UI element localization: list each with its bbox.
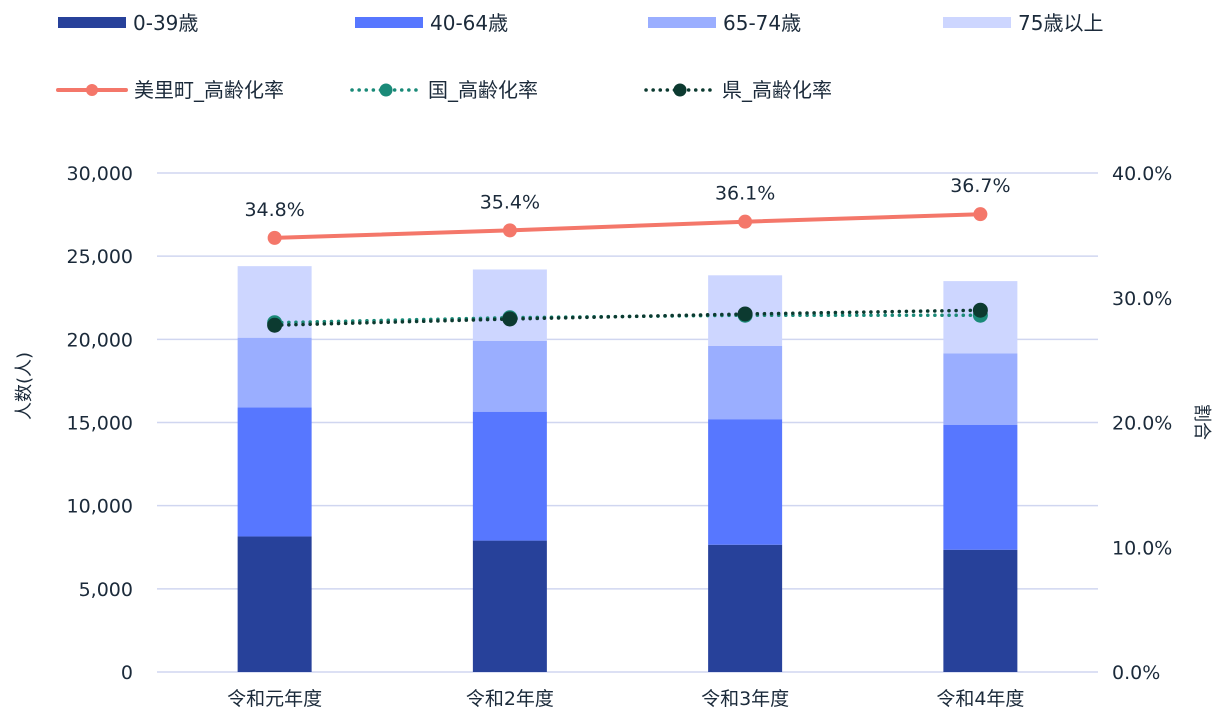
bar-segment-1 <box>708 544 783 672</box>
legend-label: 国_高齢化率 <box>428 78 538 102</box>
series-point-1 <box>267 230 282 245</box>
bar-segment-1 <box>472 540 547 672</box>
legend-swatch-2 <box>355 17 423 28</box>
y-right-axis-title: 割合 <box>1191 404 1212 440</box>
series-point-3 <box>737 306 753 322</box>
y-left-tick-label: 30,000 <box>67 163 133 185</box>
y-left-tick-label: 25,000 <box>67 246 133 268</box>
legend-label: 美里町_高齢化率 <box>134 78 284 102</box>
y-left-axis-title: 人数(人) <box>14 352 35 420</box>
series-line-1 <box>272 212 983 240</box>
bar-segment-3 <box>943 353 1018 425</box>
y-left-tick-label: 5,000 <box>79 579 133 601</box>
y-left-tick-label: 15,000 <box>67 413 133 435</box>
bar-segment-2 <box>708 419 783 545</box>
series-line-2 <box>272 313 983 325</box>
series-point-1 <box>738 214 753 229</box>
x-tick-label: 令和元年度 <box>227 688 322 710</box>
bar-segment-3 <box>708 345 783 420</box>
bar-segment-1 <box>237 536 312 672</box>
y-right-tick-label: 20.0% <box>1112 413 1172 435</box>
data-label: 35.4% <box>480 191 540 213</box>
legend-label: 75歳以上 <box>1018 11 1103 35</box>
series-point-3 <box>502 311 518 327</box>
y-left-tick-label: 20,000 <box>67 329 133 351</box>
y-left-tick-label: 0 <box>121 662 133 684</box>
x-tick-label: 令和3年度 <box>701 688 789 710</box>
series-line-3 <box>272 308 983 327</box>
legend-marker-3 <box>673 83 687 97</box>
legend-swatch-1 <box>58 17 126 28</box>
legend-swatch-4 <box>943 17 1011 28</box>
bar-segment-3 <box>237 337 312 408</box>
x-tick-label: 令和2年度 <box>466 688 554 710</box>
bar-segment-2 <box>472 411 547 541</box>
series-point-1 <box>502 223 517 238</box>
legend-label: 0-39歳 <box>133 11 198 35</box>
bar-segment-2 <box>943 424 1018 550</box>
legend-label: 65-74歳 <box>723 11 801 35</box>
bar-segment-4 <box>472 269 547 341</box>
legend-swatch-3 <box>648 17 716 28</box>
y-right-tick-label: 0.0% <box>1112 662 1160 684</box>
legend-marker-1 <box>86 84 98 96</box>
series-point-1 <box>973 207 988 222</box>
x-tick-label: 令和4年度 <box>936 688 1024 710</box>
data-label: 36.7% <box>950 175 1010 197</box>
y-right-tick-label: 10.0% <box>1112 537 1172 559</box>
legend-marker-2 <box>379 83 393 97</box>
legend-label: 40-64歳 <box>430 11 508 35</box>
y-right-tick-label: 30.0% <box>1112 288 1172 310</box>
series-point-3 <box>267 317 283 333</box>
legend-label: 県_高齢化率 <box>722 78 832 102</box>
y-right-tick-label: 40.0% <box>1112 163 1172 185</box>
bar-segment-3 <box>472 340 547 412</box>
bar-segment-1 <box>943 549 1018 672</box>
y-left-tick-label: 10,000 <box>67 496 133 518</box>
data-label: 36.1% <box>715 183 775 205</box>
series-point-3 <box>972 302 988 318</box>
data-label: 34.8% <box>244 199 304 221</box>
bar-segment-2 <box>237 407 312 537</box>
